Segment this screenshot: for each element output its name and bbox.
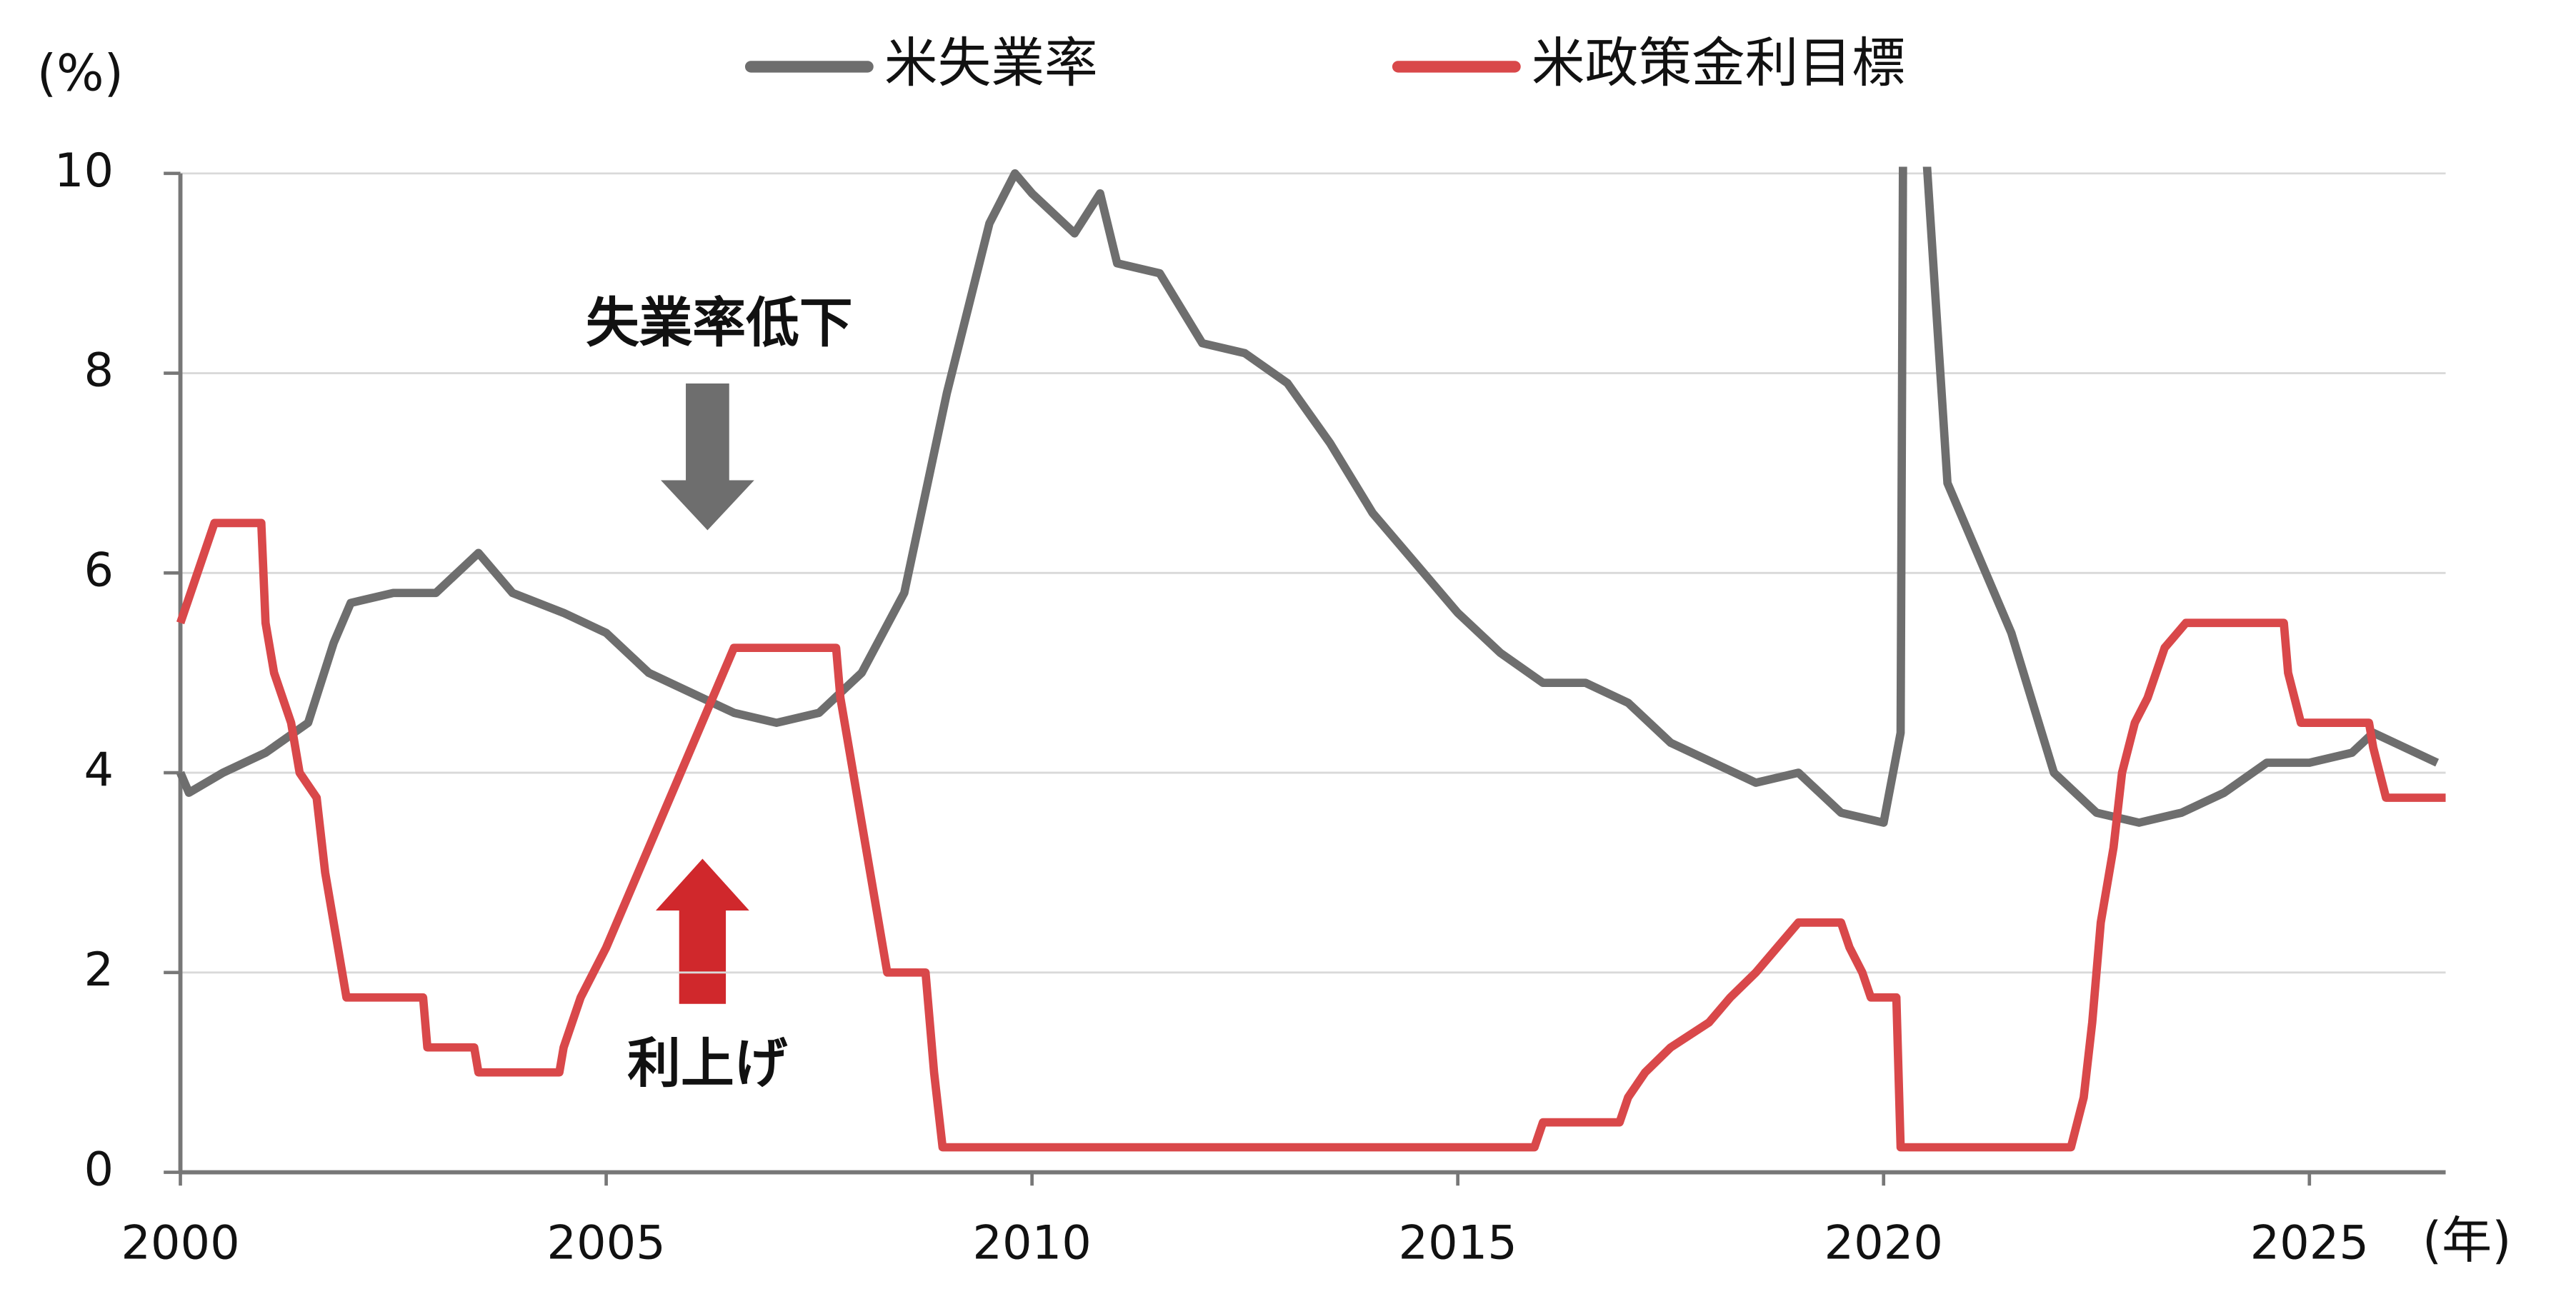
x-tick-label: 2020 [1824,1215,1943,1270]
legend-label: 米失業率 [884,32,1098,94]
x-tick-label: 2010 [972,1215,1091,1270]
legend-label: 米政策金利目標 [1532,32,1905,94]
series-line [176,166,2440,827]
y-tick-label: 6 [84,543,114,597]
annotation: 失業率低下 [586,292,853,354]
x-unit: (年) [2422,1211,2512,1270]
y-tick-label: 10 [54,144,114,198]
x-tick-label: 2005 [546,1215,665,1270]
plot-area [176,166,2446,1152]
x-tick-label: 2000 [121,1215,239,1270]
x-tick-label: 2025 [2250,1215,2369,1270]
annotation: 利上げ [627,1033,787,1095]
up-arrow [656,858,749,1004]
x-tick-label: 2015 [1398,1215,1517,1270]
y-tick-label: 2 [84,943,114,997]
y-tick-label: 4 [84,743,114,797]
series-line [176,518,2446,1152]
y-tick-label: 0 [84,1143,114,1197]
y-tick-label: 8 [84,343,114,398]
down-arrow [661,383,754,531]
y-unit: (%) [37,44,124,102]
